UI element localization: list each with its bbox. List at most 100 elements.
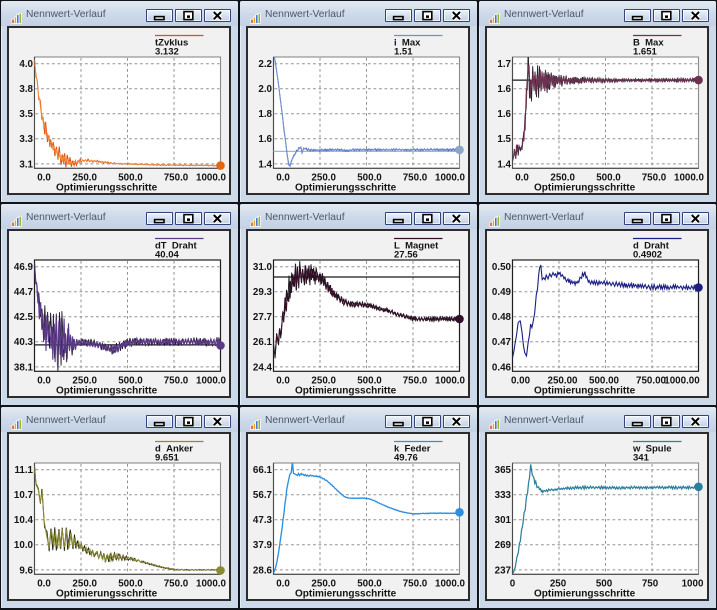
svg-text:1000.0: 1000.0 bbox=[435, 578, 466, 589]
svg-text:365: 365 bbox=[495, 465, 512, 476]
svg-text:0.00: 0.00 bbox=[511, 375, 531, 386]
svg-text:250.0: 250.0 bbox=[72, 578, 97, 589]
svg-text:9.651: 9.651 bbox=[155, 452, 179, 463]
svg-text:0.0: 0.0 bbox=[37, 375, 51, 386]
svg-text:500.0: 500.0 bbox=[357, 375, 382, 386]
svg-text:1000.0: 1000.0 bbox=[196, 578, 227, 589]
svg-text:0.0: 0.0 bbox=[37, 578, 51, 589]
svg-text:250.0: 250.0 bbox=[311, 375, 336, 386]
svg-text:0.4902: 0.4902 bbox=[633, 249, 662, 260]
svg-text:250.0: 250.0 bbox=[72, 375, 97, 386]
svg-text:0.49: 0.49 bbox=[492, 287, 512, 298]
svg-text:L Magnet: L Magnet bbox=[394, 240, 439, 251]
svg-text:31.0: 31.0 bbox=[253, 262, 273, 273]
svg-text:11.1: 11.1 bbox=[14, 465, 33, 476]
svg-text:301: 301 bbox=[495, 515, 512, 526]
svg-text:0: 0 bbox=[510, 578, 516, 589]
svg-text:44.7: 44.7 bbox=[14, 287, 34, 298]
svg-text:750.0: 750.0 bbox=[403, 578, 428, 589]
svg-text:Optimierungsschritte: Optimierungsschritte bbox=[534, 385, 636, 396]
svg-text:0.50: 0.50 bbox=[492, 262, 512, 273]
svg-text:341: 341 bbox=[633, 452, 650, 463]
svg-text:750: 750 bbox=[642, 578, 659, 589]
svg-text:250.0: 250.0 bbox=[550, 172, 575, 183]
svg-text:tZvklus: tZvklus bbox=[155, 37, 188, 48]
svg-text:66.1: 66.1 bbox=[253, 465, 273, 476]
svg-text:3.8: 3.8 bbox=[19, 84, 33, 95]
svg-text:500.0: 500.0 bbox=[357, 578, 382, 589]
svg-text:0.0: 0.0 bbox=[37, 172, 51, 183]
svg-text:w Spule: w Spule bbox=[632, 443, 672, 454]
svg-text:0.0: 0.0 bbox=[515, 172, 529, 183]
svg-text:3.132: 3.132 bbox=[155, 46, 179, 57]
svg-text:0.0: 0.0 bbox=[276, 375, 290, 386]
svg-text:1000.0: 1000.0 bbox=[196, 375, 227, 386]
svg-text:Optimierungsschritte: Optimierungsschritte bbox=[295, 588, 397, 599]
svg-text:37.9: 37.9 bbox=[253, 540, 273, 551]
svg-text:38.1: 38.1 bbox=[14, 362, 34, 373]
svg-text:49.76: 49.76 bbox=[394, 452, 418, 463]
svg-text:9.6: 9.6 bbox=[19, 565, 33, 576]
svg-text:500.00: 500.00 bbox=[589, 375, 620, 386]
svg-text:27.56: 27.56 bbox=[394, 249, 418, 260]
svg-text:1.6: 1.6 bbox=[497, 84, 511, 95]
svg-text:500.0: 500.0 bbox=[596, 172, 621, 183]
svg-text:250.0: 250.0 bbox=[72, 172, 97, 183]
svg-text:500.0: 500.0 bbox=[118, 375, 143, 386]
svg-text:10.4: 10.4 bbox=[14, 515, 34, 526]
svg-text:1.651: 1.651 bbox=[633, 46, 657, 57]
svg-text:24.4: 24.4 bbox=[253, 362, 273, 373]
svg-text:40.3: 40.3 bbox=[14, 337, 34, 348]
svg-text:47.3: 47.3 bbox=[253, 515, 273, 526]
svg-text:1.7: 1.7 bbox=[497, 59, 511, 70]
svg-text:B Max: B Max bbox=[633, 37, 664, 48]
svg-text:750.0: 750.0 bbox=[403, 172, 428, 183]
svg-text:1.5: 1.5 bbox=[497, 134, 511, 145]
svg-text:Optimierungsschritte: Optimierungsschritte bbox=[56, 182, 158, 193]
svg-text:d Draht: d Draht bbox=[633, 240, 670, 251]
svg-text:500: 500 bbox=[596, 578, 613, 589]
svg-text:1000.0: 1000.0 bbox=[435, 172, 466, 183]
svg-text:1.51: 1.51 bbox=[394, 46, 413, 57]
svg-text:1000.00: 1000.00 bbox=[664, 375, 700, 386]
svg-text:27.7: 27.7 bbox=[253, 312, 273, 323]
svg-text:1.6: 1.6 bbox=[258, 134, 272, 145]
svg-text:k Feder: k Feder bbox=[394, 443, 431, 454]
svg-text:Optimierungsschritte: Optimierungsschritte bbox=[295, 182, 397, 193]
svg-text:750.0: 750.0 bbox=[164, 578, 189, 589]
svg-text:1.6: 1.6 bbox=[497, 109, 511, 120]
svg-text:10.0: 10.0 bbox=[14, 540, 34, 551]
svg-text:750.0: 750.0 bbox=[164, 172, 189, 183]
svg-text:750.00: 750.00 bbox=[636, 375, 667, 386]
svg-text:1.4: 1.4 bbox=[497, 159, 511, 170]
svg-text:750.0: 750.0 bbox=[403, 375, 428, 386]
svg-text:40.04: 40.04 bbox=[155, 249, 179, 260]
svg-text:0.46: 0.46 bbox=[492, 362, 512, 373]
svg-text:1000: 1000 bbox=[682, 578, 704, 589]
svg-text:0.47: 0.47 bbox=[492, 337, 512, 348]
svg-text:i Max: i Max bbox=[394, 37, 421, 48]
svg-text:1.4: 1.4 bbox=[258, 159, 272, 170]
svg-text:1000.0: 1000.0 bbox=[196, 172, 227, 183]
svg-text:1000.0: 1000.0 bbox=[674, 172, 705, 183]
svg-text:Optimierungsschritte: Optimierungsschritte bbox=[56, 588, 158, 599]
svg-text:46.9: 46.9 bbox=[14, 262, 34, 273]
svg-text:29.3: 29.3 bbox=[253, 287, 273, 298]
svg-text:500.0: 500.0 bbox=[357, 172, 382, 183]
svg-text:28.6: 28.6 bbox=[253, 565, 273, 576]
svg-text:750.0: 750.0 bbox=[164, 375, 189, 386]
svg-text:250.00: 250.00 bbox=[548, 375, 579, 386]
svg-text:750.0: 750.0 bbox=[642, 172, 667, 183]
svg-text:0.0: 0.0 bbox=[276, 578, 290, 589]
svg-text:3.1: 3.1 bbox=[19, 159, 33, 170]
svg-text:Optimierungsschritte: Optimierungsschritte bbox=[56, 385, 158, 396]
svg-text:2.0: 2.0 bbox=[258, 84, 272, 95]
svg-text:269: 269 bbox=[495, 540, 512, 551]
svg-text:56.7: 56.7 bbox=[253, 490, 273, 501]
svg-text:10.7: 10.7 bbox=[14, 490, 34, 501]
svg-text:250.0: 250.0 bbox=[311, 578, 336, 589]
svg-text:1000.0: 1000.0 bbox=[435, 375, 466, 386]
svg-text:Optimierungsschritte: Optimierungsschritte bbox=[534, 588, 636, 599]
svg-text:Optimierungsschritte: Optimierungsschritte bbox=[295, 385, 397, 396]
svg-text:26.1: 26.1 bbox=[253, 337, 273, 348]
